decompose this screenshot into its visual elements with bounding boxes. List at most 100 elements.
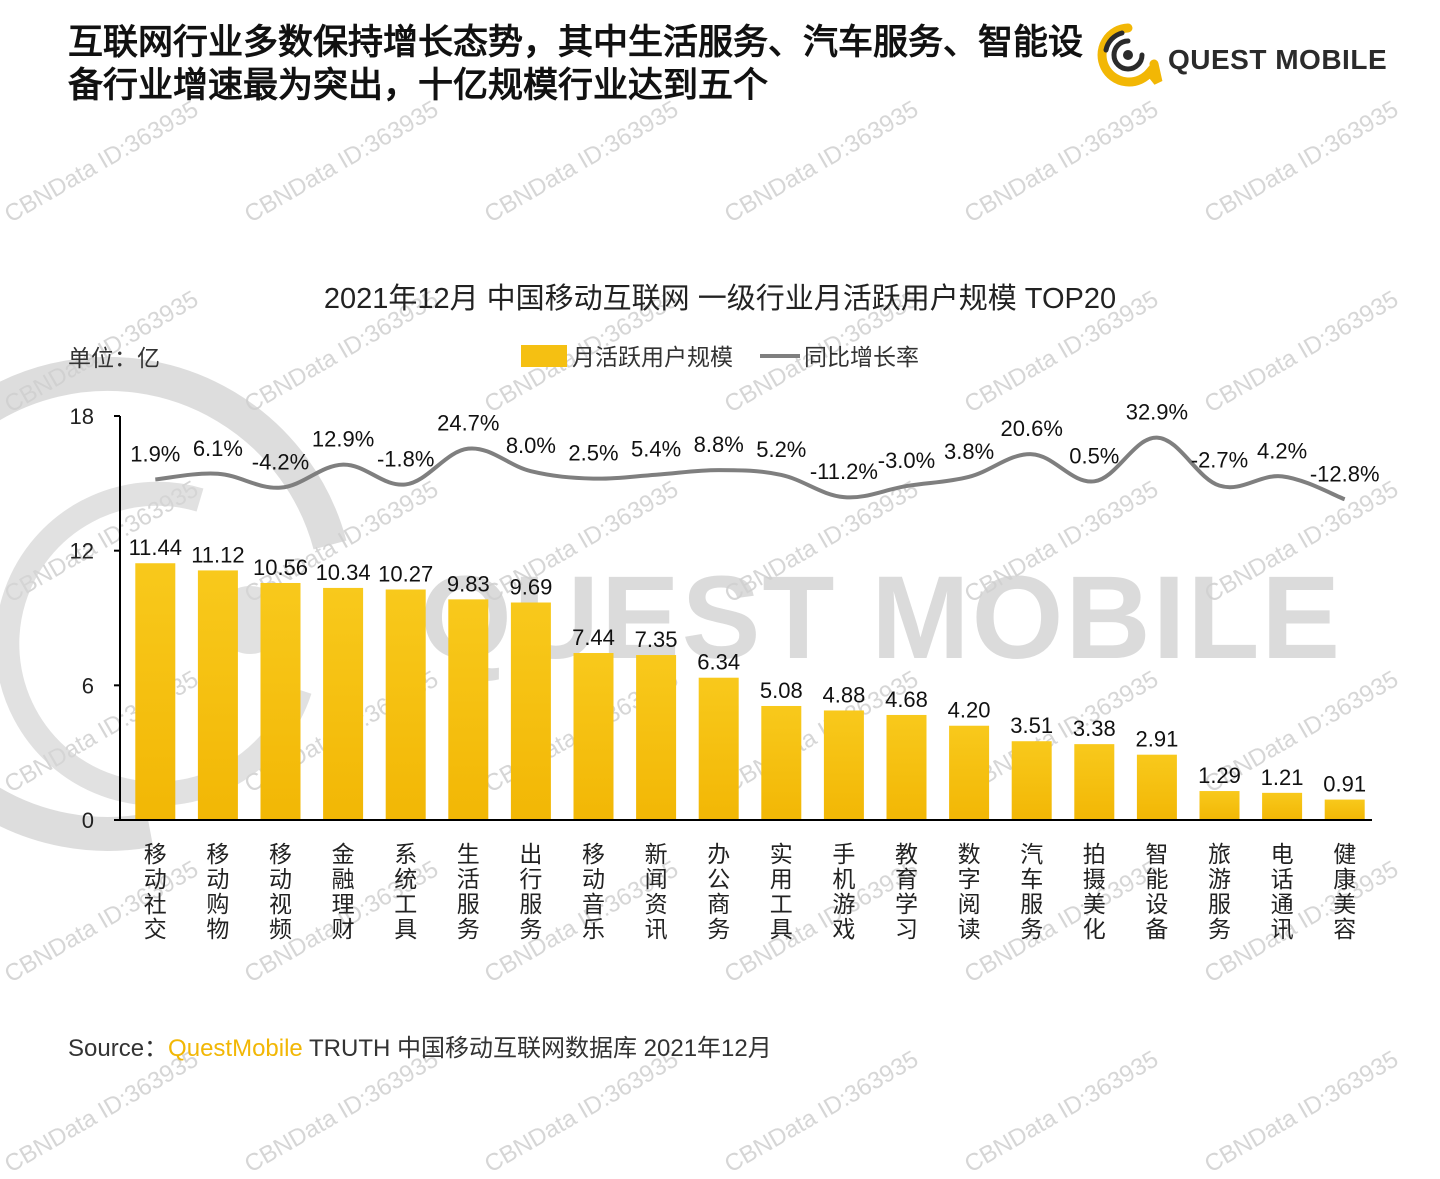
x-category-label: 移动社交: [144, 842, 167, 943]
growth-value-label: -1.8%: [377, 446, 434, 471]
bar: [1199, 791, 1240, 820]
bar-value-label: 1.21: [1261, 765, 1304, 790]
growth-value-label: 8.0%: [506, 433, 556, 458]
legend: 月活跃用户规模 同比增长率: [521, 344, 919, 370]
y-tick-label: 12: [70, 539, 94, 564]
bar-value-label: 4.88: [822, 682, 865, 707]
bar-value-label: 9.83: [447, 571, 490, 596]
unit-label: 单位：亿: [68, 345, 160, 371]
bar: [1011, 741, 1052, 820]
x-category-label: 生活服务: [457, 842, 480, 943]
chart-title: 2021年12月 中国移动互联网 一级行业月活跃用户规模 TOP20: [324, 282, 1116, 315]
bar: [510, 602, 551, 820]
source-prefix: Source：: [68, 1035, 169, 1062]
bar: [636, 655, 677, 820]
bar-value-label: 10.56: [253, 555, 308, 580]
bar-value-label: 6.34: [697, 650, 740, 675]
x-category-label: 电话通讯: [1271, 842, 1294, 943]
x-category-label: 移动购物: [206, 842, 229, 943]
bar: [385, 589, 426, 820]
quest-mobile-logo: QUEST MOBILE: [1092, 20, 1387, 90]
bar-value-label: 11.12: [191, 542, 244, 567]
x-category-label: 智能设备: [1145, 842, 1168, 943]
x-category-label: 新闻资讯: [645, 842, 668, 943]
growth-value-label: 5.2%: [756, 437, 806, 462]
legend-bar-swatch: [521, 345, 567, 367]
bar-value-label: 7.44: [572, 625, 615, 650]
growth-value-label: -2.7%: [1191, 448, 1248, 473]
source-note: Source：QuestMobile TRUTH 中国移动互联网数据库 2021…: [68, 1028, 772, 1063]
growth-value-label: -12.8%: [1310, 461, 1380, 486]
chart: QUEST MOBILE 2021年12月 中国移动互联网 一级行业月活跃用户规…: [0, 282, 1380, 943]
bar-series: [135, 563, 1365, 820]
legend-bar-label: 月活跃用户规模: [572, 344, 733, 370]
bar-value-label: 3.38: [1073, 716, 1116, 741]
bar: [323, 587, 364, 820]
bar: [1136, 754, 1177, 820]
bar: [1074, 744, 1115, 820]
bar: [886, 714, 927, 820]
growth-value-labels: 1.9% 6.1% -4.2%12.9%-1.8%24.7% 8.0% 2.5% 5.4%…: [130, 400, 1379, 487]
bar: [823, 710, 864, 820]
page-headline: 互联网行业多数保持增长态势，其中生活服务、汽车服务、智能设备行业增速最为突出，十…: [68, 23, 1084, 106]
bar-value-label: 1.29: [1198, 763, 1241, 788]
logo-text: QUEST MOBILE: [1168, 44, 1388, 75]
y-tick-label: 18: [70, 404, 94, 429]
x-category-label: 手机游戏: [832, 842, 855, 943]
growth-value-label: -11.2%: [810, 459, 878, 484]
bar-value-label: 5.08: [760, 678, 803, 703]
bar-value-label: 3.51: [1010, 713, 1053, 738]
bar-value-label: 10.34: [316, 560, 371, 585]
x-category-label: 金融理财: [332, 842, 355, 943]
background-logo-text: QUEST MOBILE: [420, 552, 1342, 684]
bar-value-label: 9.69: [509, 575, 552, 600]
bar-value-label: 11.44: [129, 535, 182, 560]
bar: [260, 582, 301, 820]
x-category-label: 旅游服务: [1208, 842, 1231, 943]
growth-value-label: 0.5%: [1069, 443, 1119, 468]
growth-value-label: 20.6%: [1001, 416, 1063, 441]
growth-value-label: 6.1%: [193, 436, 243, 461]
bar: [1324, 799, 1365, 820]
growth-value-label: 24.7%: [437, 411, 499, 436]
bar-value-label: 4.68: [885, 687, 928, 712]
x-category-label: 数字阅读: [958, 842, 981, 943]
x-category-label: 移动音乐: [582, 842, 605, 943]
y-tick-label: 6: [82, 673, 94, 698]
y-axis: 0 6 12 18: [70, 404, 121, 833]
growth-value-label: 3.8%: [944, 439, 994, 464]
background-logo-arc: [0, 356, 347, 851]
source-brand: QuestMobile: [168, 1035, 303, 1062]
legend-line-label: 同比增长率: [804, 344, 919, 370]
bar: [949, 725, 990, 820]
growth-value-label: -4.2%: [252, 450, 309, 475]
bar: [197, 570, 238, 820]
bar-value-label: 2.91: [1135, 727, 1178, 752]
quest-mobile-logo-icon: [1097, 23, 1163, 87]
bar-value-label: 0.91: [1323, 772, 1366, 797]
source-rest: TRUTH 中国移动互联网数据库 2021年12月: [302, 1035, 772, 1062]
growth-line-series: [155, 435, 1346, 502]
x-category-label: 系统工具: [394, 842, 417, 943]
bar-value-labels: 11.44 11.12 10.56 10.34 10.27 9.83 9.69 7.44 7.3…: [129, 535, 1367, 796]
growth-value-label: 2.5%: [568, 441, 618, 466]
growth-value-label: 8.8%: [694, 432, 744, 457]
growth-line: [155, 435, 1346, 502]
growth-value-label: 4.2%: [1257, 438, 1307, 463]
x-axis: 移动社交 移动购物 移动视频 金融理财 系统工具 生活服务 出行服务 移动音乐 新闻资讯 办公商务…: [120, 819, 1372, 943]
bar-value-label: 7.35: [635, 627, 678, 652]
growth-value-label: 5.4%: [631, 437, 681, 462]
growth-value-label: -3.0%: [878, 448, 935, 473]
x-category-label: 拍摄美化: [1083, 842, 1106, 943]
bar-value-label: 4.20: [948, 698, 991, 723]
x-category-label: 实用工具: [770, 842, 793, 943]
x-category-label: 教育学习: [895, 842, 918, 943]
x-category-label: 办公商务: [707, 842, 730, 943]
x-category-label: 健康美容: [1333, 842, 1356, 943]
growth-value-label: 1.9%: [130, 441, 180, 466]
bar: [698, 677, 739, 820]
bar: [573, 653, 614, 820]
y-tick-label: 0: [82, 808, 94, 833]
growth-value-label: 32.9%: [1126, 400, 1188, 425]
x-category-label: 移动视频: [269, 842, 292, 943]
